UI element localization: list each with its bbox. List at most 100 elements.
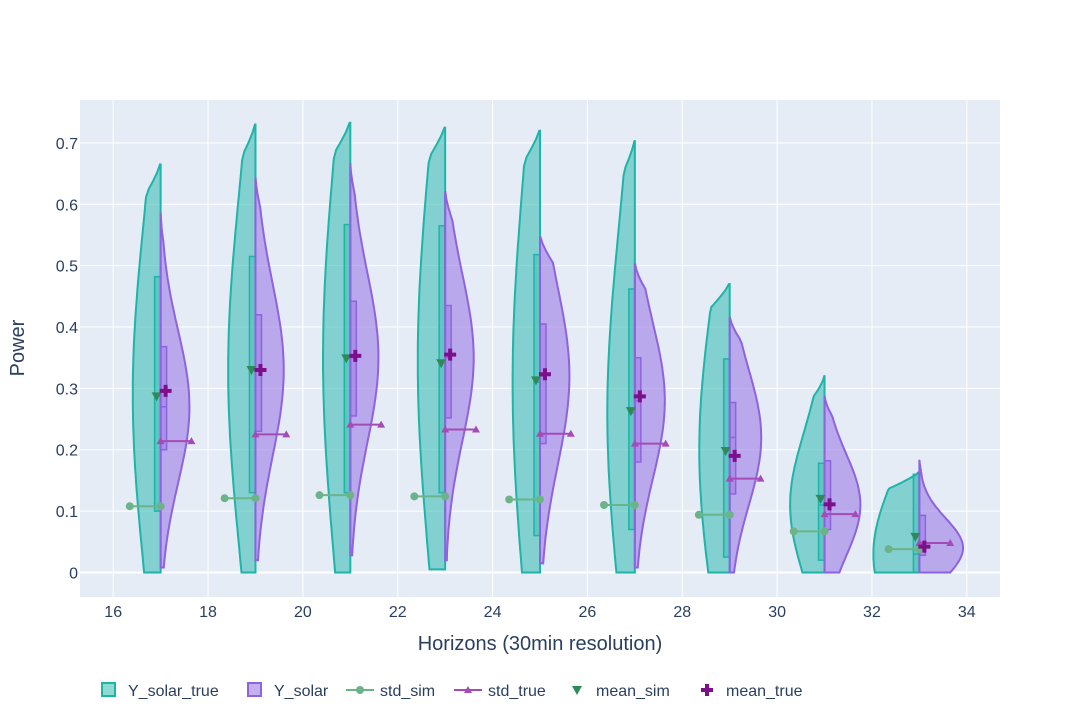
y-axis-title: Power — [7, 319, 29, 376]
y-tick-label: 0.4 — [56, 320, 78, 337]
std-sim-point — [441, 492, 450, 501]
x-axis-ticks: 16 18 20 22 24 26 28 30 32 34 — [104, 604, 976, 621]
x-axis-title: Horizons (30min resolution) — [418, 633, 663, 655]
x-tick-label: 32 — [863, 604, 881, 621]
std-true-point — [441, 425, 450, 433]
std-sim-point — [346, 491, 355, 500]
x-tick-label: 30 — [768, 604, 786, 621]
y-tick-label: 0.7 — [56, 136, 78, 153]
mean-true-point — [728, 449, 741, 462]
violin-y-solar — [254, 176, 285, 562]
violin-y-solar-box — [539, 323, 547, 445]
std-true-point — [471, 425, 480, 433]
y-axis-ticks: 0 0.1 0.2 0.3 0.4 0.5 0.6 0.7 — [56, 136, 78, 583]
std-sim-point — [410, 492, 419, 501]
mean-sim-point — [815, 494, 826, 504]
x-tick-label: 24 — [484, 604, 502, 621]
std-true-point — [346, 420, 355, 428]
legend-circle-icon — [356, 686, 364, 694]
violin-y-solar-true — [322, 121, 352, 574]
std-true-point — [156, 437, 165, 445]
x-tick-label: 34 — [958, 604, 976, 621]
legend-triangle-down-icon — [572, 686, 582, 695]
violin-y-solar — [728, 316, 763, 574]
std-sim-point — [630, 500, 639, 509]
violin-y-solar-true — [511, 129, 541, 574]
mean-true-point — [254, 363, 267, 376]
violin-y-solar-box — [444, 304, 452, 419]
violin-y-solar-box — [918, 514, 927, 557]
legend-cross-icon — [701, 684, 713, 696]
x-tick-label: 16 — [104, 604, 122, 621]
std-sim-point — [600, 500, 609, 509]
x-tick-label: 20 — [294, 604, 312, 621]
mean-true-point — [444, 348, 457, 361]
std-true-point — [946, 539, 955, 547]
std-true-point — [566, 429, 575, 437]
legend: Y_solar_true Y_solar std_sim std_true mean_s… — [101, 682, 803, 700]
legend-label: std_true — [488, 683, 546, 700]
std-true-point — [851, 510, 860, 518]
mean-sim-point — [531, 376, 541, 386]
violin-y-solar — [444, 190, 475, 562]
std-true-point — [725, 474, 734, 482]
mean-true-point — [918, 540, 931, 553]
legend-label: Y_solar_true — [128, 683, 219, 700]
violin-y-solar-box — [823, 460, 832, 531]
x-tick-label: 26 — [579, 604, 597, 621]
legend-label: Y_solar — [274, 683, 329, 700]
violin-y-solar — [633, 263, 666, 569]
std-sim-point — [315, 491, 324, 500]
mean-true-point — [823, 498, 836, 511]
std-sim-point — [536, 495, 544, 504]
std-sim-point — [125, 502, 134, 511]
std-true-point — [187, 437, 196, 445]
std-sim-point — [505, 495, 514, 504]
violin-y-solar-true — [227, 123, 257, 574]
y-tick-label: 0.1 — [56, 504, 78, 521]
violin-y-solar-box — [159, 345, 168, 451]
violin-y-solar — [159, 212, 191, 569]
std-sim-point — [789, 527, 798, 536]
std-true-point — [251, 430, 260, 438]
y-tick-label: 0.5 — [56, 259, 78, 276]
y-tick-label: 0.6 — [56, 197, 78, 214]
legend-label: mean_sim — [596, 683, 670, 700]
mean-sim-point — [720, 446, 731, 456]
violin-y-solar-true — [416, 126, 447, 571]
std-true-point — [756, 474, 765, 482]
legend-box-icon — [101, 682, 116, 697]
chart-marks — [125, 121, 965, 574]
mean-true-point — [349, 349, 362, 362]
mean-sim-point — [151, 392, 162, 402]
std-sim-point — [251, 494, 260, 503]
std-true-point — [661, 439, 670, 447]
legend-triangle-icon — [464, 686, 472, 693]
mean-sim-point — [341, 354, 352, 364]
violin-y-solar-true — [131, 163, 162, 574]
mean-sim-point — [246, 365, 257, 375]
violin-y-solar-true — [698, 283, 731, 574]
mean-true-point — [159, 384, 172, 397]
y-tick-label: 0 — [69, 565, 78, 582]
legend-label: mean_true — [726, 683, 803, 700]
mean-true-point — [633, 390, 646, 403]
std-true-point — [377, 420, 386, 428]
std-true-point — [536, 429, 544, 437]
violin-y-solar-box — [634, 356, 642, 463]
violin-y-solar-true — [789, 375, 826, 574]
mean-sim-point — [910, 532, 921, 542]
std-true-point — [630, 439, 639, 447]
std-true-point — [820, 510, 829, 518]
std-sim-point — [820, 527, 829, 536]
mean-sim-point — [625, 407, 636, 417]
violin-y-solar-true — [872, 471, 921, 574]
std-sim-point — [884, 545, 893, 554]
mean-true-point — [539, 368, 551, 381]
x-tick-label: 18 — [199, 604, 217, 621]
violin-y-solar — [539, 235, 571, 565]
std-true-point — [915, 539, 924, 547]
y-tick-label: 0.3 — [56, 381, 78, 398]
violin-y-solar — [349, 163, 380, 557]
